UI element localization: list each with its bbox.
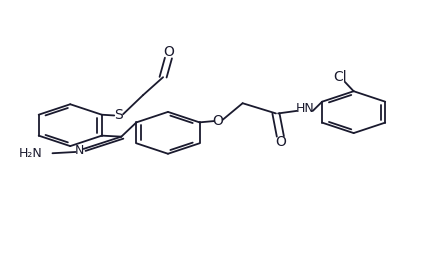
Text: Cl: Cl: [333, 70, 347, 84]
Text: HN: HN: [295, 102, 314, 115]
Text: H₂N: H₂N: [18, 147, 42, 160]
Text: O: O: [213, 114, 224, 128]
Text: O: O: [275, 135, 286, 149]
Text: O: O: [163, 45, 174, 59]
Text: S: S: [114, 108, 123, 123]
Text: N: N: [75, 144, 84, 157]
